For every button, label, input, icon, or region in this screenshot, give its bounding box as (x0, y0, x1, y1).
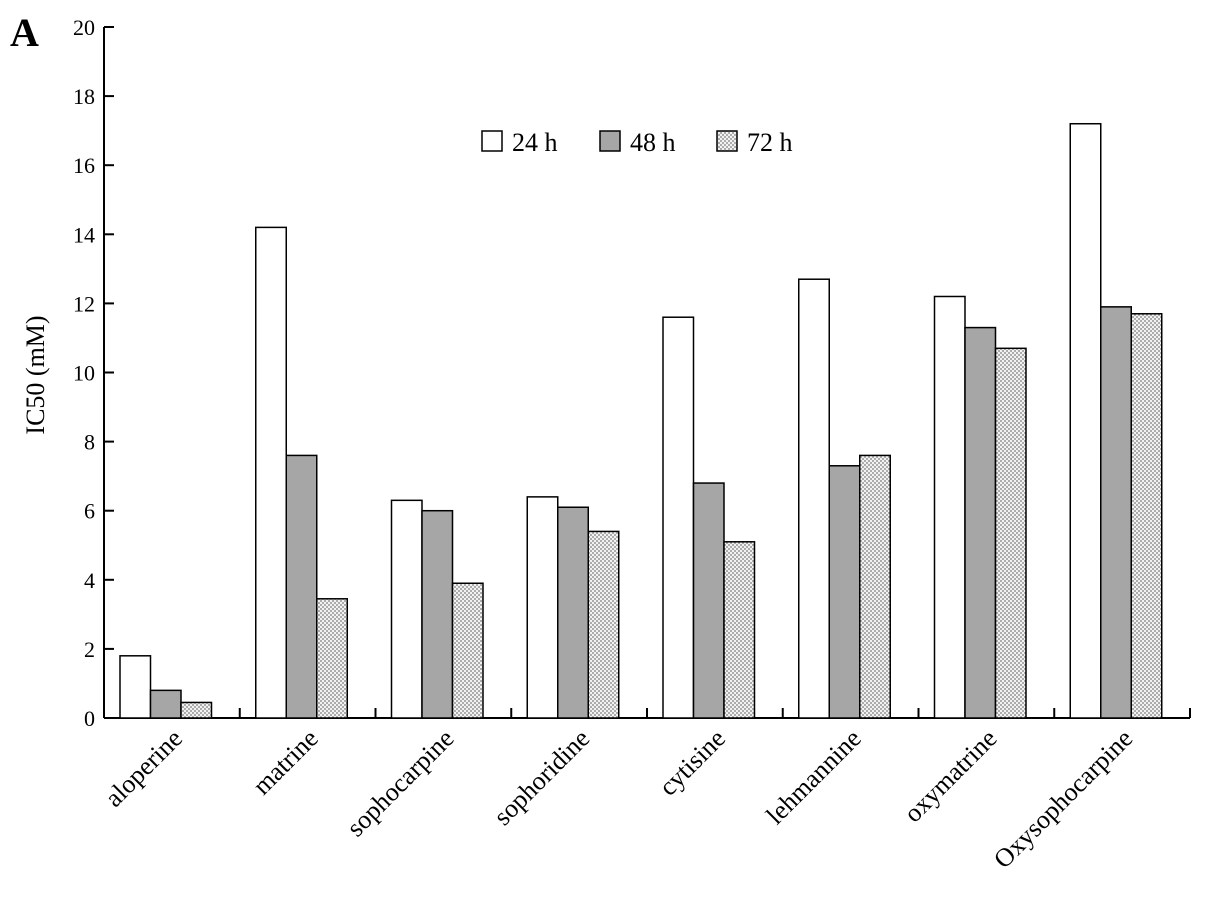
category-label: sophocarpine (341, 724, 460, 843)
bar-24h-cytisine (662, 316, 695, 719)
bars-group (119, 122, 1163, 719)
bar-24h-sophoridine (526, 496, 559, 719)
bar-48h-sophocarpine (421, 509, 454, 719)
category-label: Oxysophocarpine (988, 724, 1138, 874)
y-tick-label: 18 (73, 84, 95, 109)
y-tick-label: 20 (73, 15, 95, 40)
bar-48h-oxymatrine (964, 326, 997, 719)
category-label: lehmannine (760, 724, 866, 830)
bar-48h-matrine (285, 454, 318, 719)
y-tick-label: 2 (84, 637, 95, 662)
legend-label: 24 h (512, 128, 558, 157)
bar-48h-cytisine (692, 482, 725, 719)
y-tick-label: 6 (84, 499, 95, 524)
category-label: aloperine (99, 724, 188, 813)
bar-72h-oxymatrine (994, 347, 1027, 719)
legend-label: 48 h (630, 128, 676, 157)
bar-24h-oxymatrine (933, 295, 966, 719)
category-label: sophoridine (488, 724, 595, 831)
bar-48h-sophoridine (557, 506, 589, 719)
bar-72h-sophoridine (587, 530, 620, 719)
bar-72h-cytisine (723, 541, 756, 719)
y-tick-label: 14 (73, 222, 95, 247)
bar-72h-matrine (316, 598, 348, 719)
bar-24h-oxysophocarpine (1069, 122, 1102, 719)
y-tick-label: 8 (84, 430, 95, 455)
bar-24h-sophocarpine (390, 499, 423, 719)
legend-label: 72 h (747, 128, 793, 157)
bar-72h-lehmannine (859, 454, 891, 719)
category-label: matrine (247, 724, 324, 801)
y-tick-label: 10 (73, 361, 95, 386)
y-tick-label: 4 (84, 568, 95, 593)
bar-24h-lehmannine (798, 278, 830, 719)
y-tick-label: 16 (73, 153, 95, 178)
bar-72h-sophocarpine (451, 582, 484, 719)
panel-label: A (10, 10, 39, 55)
category-label: oxymatrine (898, 724, 1002, 828)
bar-48h-oxysophocarpine (1100, 306, 1132, 719)
legend-swatch-24h (481, 130, 503, 152)
legend: 24 h 48 h 72 h (481, 128, 793, 157)
bar-24h-matrine (255, 226, 287, 719)
category-labels: aloperine matrine sophocarpine sophoridine c… (99, 724, 1138, 874)
y-tick-label: 0 (84, 706, 95, 731)
y-tick-label: 12 (73, 291, 95, 316)
category-label: cytisine (653, 724, 731, 802)
legend-swatch-72h (716, 130, 738, 152)
bar-72h-oxysophocarpine (1130, 313, 1163, 719)
bar-48h-lehmannine (828, 465, 861, 719)
bar-24h-aloperine (119, 655, 152, 719)
y-axis-title: IC50 (mM) (21, 315, 50, 434)
bar-72h-aloperine (180, 701, 213, 719)
bar-48h-aloperine (149, 689, 182, 719)
legend-swatch-48h (599, 130, 621, 152)
